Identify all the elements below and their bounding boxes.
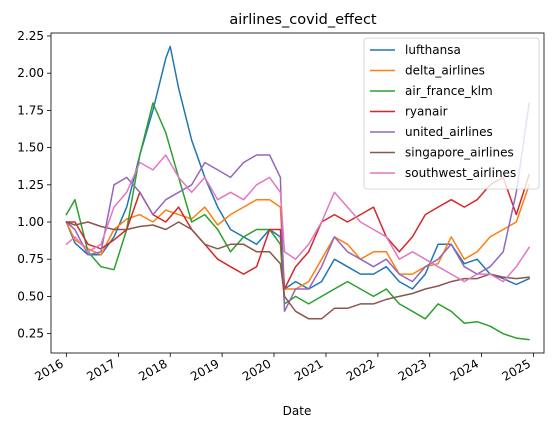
legend-label-air_france_klm: air_france_klm <box>405 84 493 98</box>
y-tick-label: 1.00 <box>17 215 44 229</box>
y-tick-label: 0.75 <box>17 252 44 266</box>
series-line-southwest_airlines <box>65 154 530 283</box>
legend-label-southwest_airlines: southwest_airlines <box>405 166 516 180</box>
series-line-delta_airlines <box>65 184 530 290</box>
plot-area <box>50 32 545 354</box>
legend-label-united_airlines: united_airlines <box>405 125 493 139</box>
series-line-united_airlines <box>65 102 530 313</box>
legend-entries: lufthansa delta_airlines air_france_klmrya… <box>370 43 516 180</box>
legend-label-delta_airlines: delta_airlines <box>405 64 485 78</box>
y-tick-label: 1.25 <box>17 178 44 192</box>
legend-label-lufthansa: lufthansa <box>405 43 461 57</box>
y-tick-label: 0.50 <box>17 289 44 303</box>
x-axis-label: Date <box>283 404 312 418</box>
legend-label-ryanair: ryanair <box>405 105 448 119</box>
y-tick-label: 2.00 <box>17 66 44 80</box>
legend-frame <box>363 37 540 190</box>
chart-title: airlines_covid_effect <box>229 12 377 28</box>
legend: lufthansa delta_airlines air_france_klmrya… <box>363 37 540 190</box>
plot-frame <box>50 32 545 354</box>
y-tick-label: 2.25 <box>17 29 44 43</box>
legend-label-singapore_airlines: singapore_airlines <box>405 146 514 160</box>
y-tick-label: 1.75 <box>17 103 44 117</box>
series-layer <box>65 45 530 341</box>
y-axis: 0.25 0.50 0.75 1.00 1.25 1.50 1.75 2.00 2.25 <box>17 29 51 341</box>
series-line-singapore_airlines <box>65 221 530 320</box>
y-tick-label: 1.50 <box>17 141 44 155</box>
y-tick-label: 0.25 <box>17 327 44 341</box>
